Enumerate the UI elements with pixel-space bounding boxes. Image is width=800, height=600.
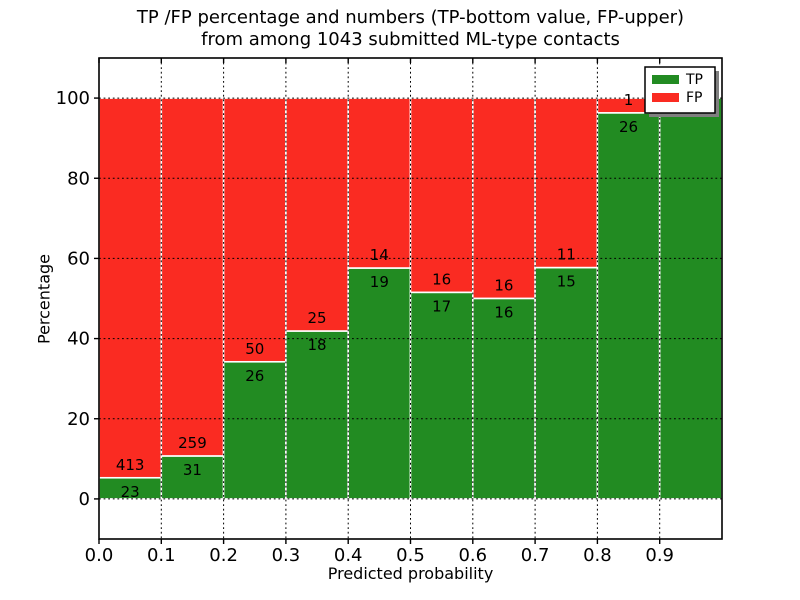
x-tick-label: 0.1 xyxy=(147,545,176,566)
legend-swatch-fp xyxy=(652,93,679,102)
bar-segment-tp xyxy=(471,297,536,500)
fp-count-label: 413 xyxy=(116,456,145,474)
bar-segment-fp xyxy=(471,97,536,300)
x-tick-label: 0.2 xyxy=(209,545,238,566)
bar-segment-tp xyxy=(285,330,349,500)
fp-count-label: 1 xyxy=(624,91,634,109)
tp-count-label: 26 xyxy=(619,118,638,136)
tp-count-label: 19 xyxy=(370,273,389,291)
fp-count-label: 50 xyxy=(245,340,264,358)
tp-count-label: 26 xyxy=(245,367,264,385)
y-tick-label: 20 xyxy=(67,409,90,430)
legend-swatch-tp xyxy=(652,75,679,84)
bar-segment-fp xyxy=(160,97,225,457)
tp-count-label: 18 xyxy=(308,336,327,354)
bar-segment-fp xyxy=(98,97,163,479)
x-tick-label: 0.5 xyxy=(396,545,425,566)
fp-count-label: 16 xyxy=(494,277,513,295)
bar-segment-fp xyxy=(347,97,412,269)
y-tick-label: 60 xyxy=(67,248,90,269)
fp-count-label: 14 xyxy=(370,246,389,264)
x-axis-label: Predicted probability xyxy=(327,564,494,583)
bar-segment-tp xyxy=(596,112,661,500)
chart-title-line2: from among 1043 submitted ML-type contac… xyxy=(201,29,620,50)
x-tick-label: 0.7 xyxy=(521,545,550,566)
x-tick-label: 0.6 xyxy=(458,545,487,566)
tp-count-label: 31 xyxy=(183,461,202,479)
legend-box xyxy=(644,66,716,114)
bar-segment-fp xyxy=(222,97,287,363)
tp-count-label: 23 xyxy=(121,483,140,501)
bar-segment-fp xyxy=(534,97,599,269)
tp-count-label: 16 xyxy=(494,304,513,322)
bar-segment-tp xyxy=(658,97,723,500)
x-tick-label: 0.8 xyxy=(583,545,612,566)
x-tick-label: 0.9 xyxy=(645,545,674,566)
fp-count-label: 25 xyxy=(308,309,327,327)
x-tick-label: 0.0 xyxy=(85,545,114,566)
bar-segment-fp xyxy=(409,97,474,294)
x-tick-label: 0.3 xyxy=(272,545,301,566)
tp-count-label: 15 xyxy=(557,273,576,291)
y-tick-label: 80 xyxy=(67,168,90,189)
fp-count-label: 259 xyxy=(178,434,207,452)
chart-title-line1: TP /FP percentage and numbers (TP-bottom… xyxy=(136,7,685,28)
x-tick-label: 0.4 xyxy=(334,545,363,566)
legend-label-tp: TP xyxy=(685,72,703,88)
y-axis-label: Percentage xyxy=(34,253,54,345)
fp-count-label: 16 xyxy=(432,270,451,288)
y-tick-label: 0 xyxy=(79,489,90,510)
y-tick-label: 40 xyxy=(67,329,90,350)
y-tick-label: 100 xyxy=(56,88,90,109)
bar-segment-tp xyxy=(409,291,474,500)
bar-segment-tp xyxy=(222,360,287,500)
legend-label-fp: FP xyxy=(686,90,703,106)
bar-segment-fp xyxy=(285,97,349,332)
bar-segment-tp xyxy=(347,267,412,500)
tp-count-label: 17 xyxy=(432,297,451,315)
fp-count-label: 11 xyxy=(557,246,576,264)
bar-segment-tp xyxy=(534,266,599,500)
